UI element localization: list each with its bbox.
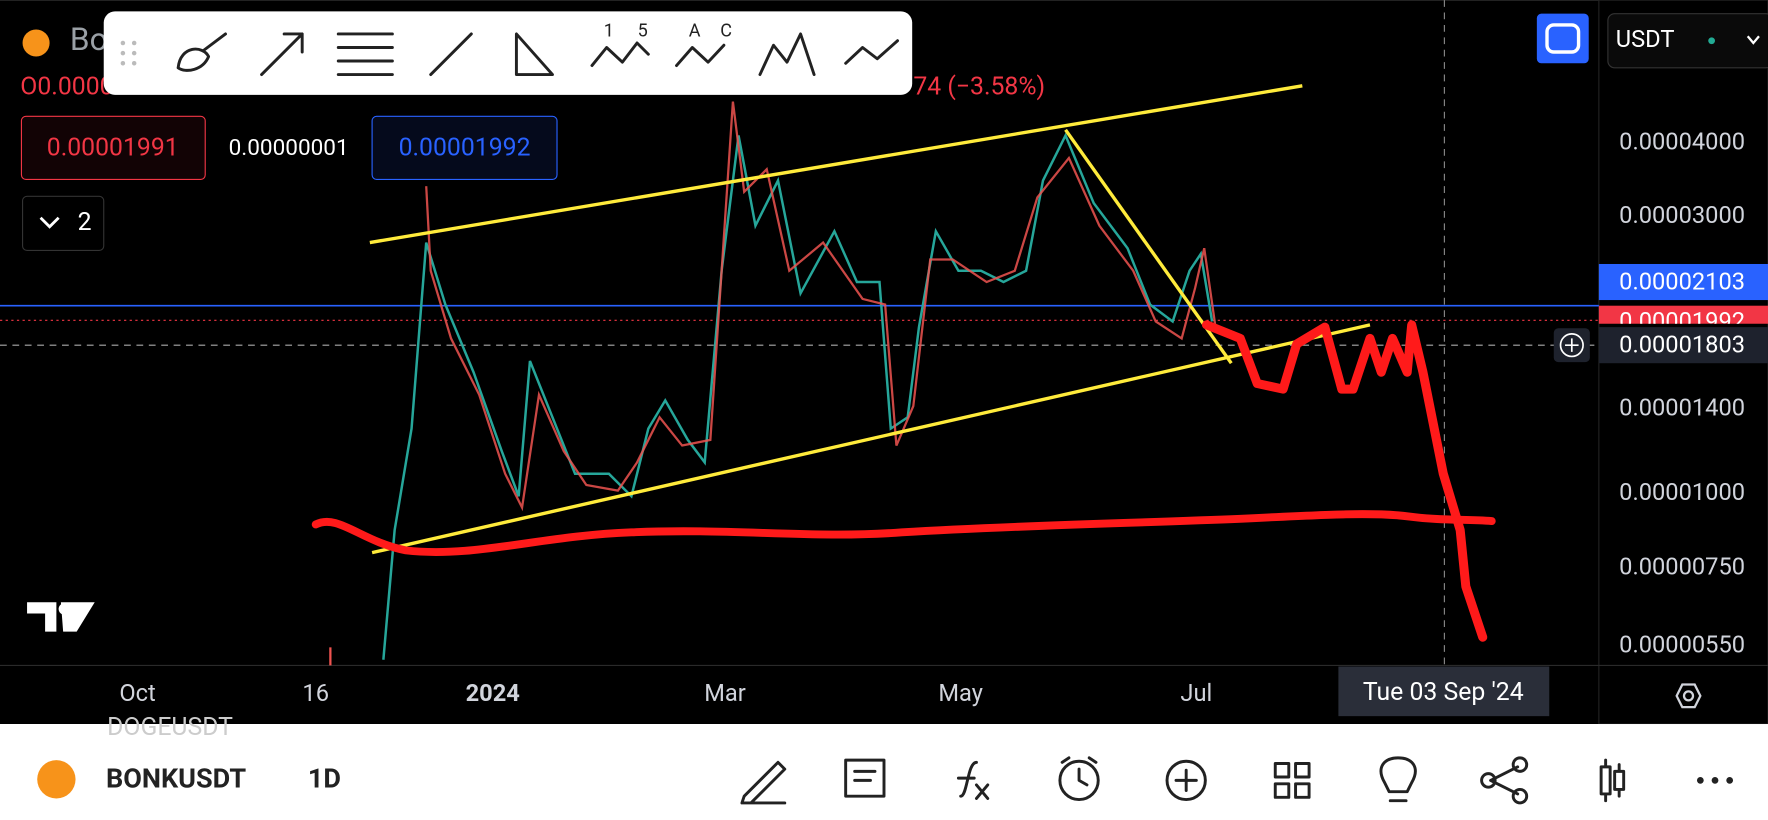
- bid-badge: [1598, 263, 1768, 301]
- crosshair-date-badge: [1338, 666, 1550, 717]
- spread: 0.00000001: [229, 134, 349, 161]
- alert-button[interactable]: [1058, 759, 1100, 802]
- time-label: 16: [302, 679, 329, 707]
- time-label: May: [938, 679, 983, 707]
- price-label: 0.00003000: [1619, 201, 1745, 229]
- price-label: 0.00001803: [1619, 331, 1745, 359]
- price-label: 0.00000750: [1619, 553, 1745, 581]
- share-icon: [1480, 756, 1529, 805]
- add-icon: [1174, 768, 1198, 793]
- freehand-support: [311, 510, 1496, 556]
- change: 74 (−3.58%): [913, 73, 1045, 102]
- symbol-partial: Bo: [70, 21, 108, 58]
- chevron: [1746, 35, 1760, 45]
- sell-box[interactable]: [20, 115, 206, 180]
- ideas-button[interactable]: [1379, 756, 1417, 803]
- fullscreen-icon: [1545, 23, 1581, 54]
- tool-brush[interactable]: [176, 32, 227, 72]
- indicators-button[interactable]: [956, 760, 990, 800]
- tool-pattern-ac[interactable]: [675, 43, 726, 67]
- toolbar-label: 1: [604, 20, 614, 41]
- tool-projection[interactable]: [844, 39, 899, 65]
- draw-button[interactable]: [740, 760, 787, 805]
- tool-pattern-15[interactable]: [590, 41, 650, 67]
- plus-icon: [1559, 333, 1584, 358]
- toolbar-label: A: [689, 20, 701, 41]
- buy-price: 0.00001992: [399, 134, 531, 163]
- price-label: 0.00000550: [1619, 630, 1745, 658]
- chevron: [39, 216, 60, 229]
- price-label: 0.00001400: [1619, 394, 1745, 422]
- indicator-count: 2: [78, 208, 92, 237]
- plus-icon: [1565, 338, 1579, 352]
- price-series-down: [425, 101, 1217, 512]
- trend-line-upper: [369, 84, 1303, 245]
- price-label: 0.00004000: [1619, 128, 1745, 156]
- trend-line-lower: [371, 323, 1371, 555]
- tool-head-shoulders[interactable]: [758, 32, 816, 77]
- price-label: 0.00002103: [1619, 267, 1745, 295]
- add-button[interactable]: [1165, 759, 1207, 802]
- toolbar-label: C: [720, 20, 732, 41]
- symbol-logo: [37, 760, 76, 799]
- tv-logo: [58, 603, 70, 615]
- symbol-logo: [22, 29, 50, 57]
- settings-icon[interactable]: [1675, 683, 1702, 709]
- crosshair-badge: [1598, 327, 1768, 364]
- tool-triangle[interactable]: [514, 32, 554, 77]
- drawing-toolbar: 1 5 A C: [103, 11, 913, 95]
- alert-icon: [1060, 756, 1098, 787]
- indicator-toggle[interactable]: [21, 195, 105, 252]
- toolbar-background: [103, 11, 913, 95]
- time-label: Jul: [1180, 679, 1212, 707]
- price-label: 0.00001992: [1619, 307, 1745, 335]
- drag-handle: [120, 40, 137, 66]
- buy-box[interactable]: [371, 115, 558, 180]
- interval[interactable]: 1D: [308, 763, 341, 795]
- tv-logo: [27, 602, 95, 632]
- chart-background: [0, 0, 1768, 725]
- price-label: 0.00001000: [1619, 478, 1745, 506]
- fullscreen-button[interactable]: [1536, 13, 1589, 64]
- currency-selector[interactable]: [1607, 13, 1768, 69]
- currency: USDT: [1616, 25, 1675, 53]
- time-label: 2024: [466, 679, 520, 707]
- chart-type-button[interactable]: [1599, 758, 1626, 803]
- symbol[interactable]: BONKUSDT: [106, 763, 246, 795]
- more-button[interactable]: [1696, 777, 1734, 784]
- settings-icon: [1682, 690, 1695, 702]
- ohlc-partial: O0.0000: [20, 73, 113, 102]
- tool-fib[interactable]: [336, 32, 394, 77]
- tool-arrow[interactable]: [260, 32, 304, 77]
- toolbar-label: 5: [638, 20, 648, 41]
- sell-price: 0.00001991: [47, 134, 179, 163]
- status-dot: [1708, 37, 1716, 45]
- layout-button[interactable]: [1273, 762, 1311, 799]
- freehand-projection: [1201, 320, 1488, 642]
- price-series: [382, 132, 1214, 660]
- faded-symbol: DOGEUSDT: [107, 713, 233, 742]
- notes-button[interactable]: [844, 758, 886, 798]
- time-label: Mar: [704, 679, 746, 707]
- last-badge: [1598, 305, 1768, 324]
- tool-line[interactable]: [429, 32, 473, 77]
- time-label: Oct: [119, 679, 155, 707]
- crosshair-date: Tue 03 Sep '24: [1363, 678, 1524, 707]
